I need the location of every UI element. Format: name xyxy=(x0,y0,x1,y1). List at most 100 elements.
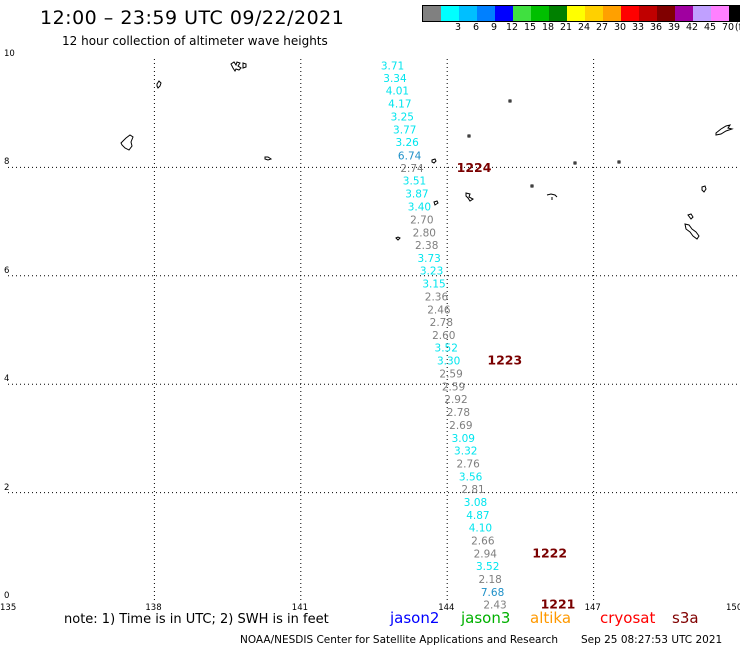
swh-value: 3.23 xyxy=(420,265,443,277)
swh-value: 2.60 xyxy=(432,330,455,342)
legend-swatch xyxy=(495,6,513,21)
legend-tick-label: 70 xyxy=(721,22,735,33)
satellite-legend-s3a: s3a xyxy=(672,609,699,627)
swh-value: 4.87 xyxy=(466,510,489,522)
longitude-label: 135 xyxy=(0,603,17,613)
swh-value: 2.59 xyxy=(442,381,465,393)
legend-tick-label: 9 xyxy=(490,22,498,33)
swh-value: 2.69 xyxy=(449,420,472,432)
swh-value: 3.52 xyxy=(435,342,458,354)
legend-swatch xyxy=(639,6,657,21)
legend-swatch xyxy=(675,6,693,21)
page-subtitle: 12 hour collection of altimeter wave hei… xyxy=(62,34,328,48)
legend-tick-label: 18 xyxy=(541,22,555,33)
island-outline xyxy=(508,99,512,103)
longitude-label: 147 xyxy=(584,603,601,613)
wave-observations: 3.713.344.014.173.253.773.266.742.743.51… xyxy=(381,61,507,612)
credit-line: NOAA/NESDIS Center for Satellite Applica… xyxy=(240,634,558,646)
legend-swatch xyxy=(459,6,477,21)
island-outline xyxy=(573,161,577,165)
legend-swatch xyxy=(423,6,441,21)
island-outline xyxy=(230,61,247,72)
swh-value: 2.78 xyxy=(430,317,453,329)
legend-tick-label: 21 xyxy=(559,22,573,33)
swh-value: 2.74 xyxy=(400,163,424,175)
swh-value: 2.70 xyxy=(410,214,433,226)
swh-value: 2.94 xyxy=(474,548,498,560)
legend-swatch xyxy=(567,6,585,21)
swh-value: 3.09 xyxy=(452,433,475,445)
pass-time-label: 1222 xyxy=(532,545,567,560)
swh-value: 3.51 xyxy=(403,175,426,187)
swh-value: 2.18 xyxy=(478,574,501,586)
swh-value: 2.66 xyxy=(471,535,495,547)
legend-tick-label: 39 xyxy=(667,22,681,33)
island-outline xyxy=(701,185,707,193)
pass-time-label: 1223 xyxy=(487,352,522,367)
island-outline xyxy=(465,192,474,202)
legend-tick-label: 6 xyxy=(472,22,480,33)
legend-tick-label: 12 xyxy=(505,22,519,33)
swh-value: 3.25 xyxy=(391,111,414,123)
longitude-label: 141 xyxy=(291,603,309,613)
pass-time-label: 1224 xyxy=(457,160,492,175)
satellite-legend-jason2: jason2 xyxy=(390,609,440,627)
latitude-label: 2 xyxy=(4,482,10,493)
latitude-label: 8 xyxy=(4,157,10,168)
color-scale-legend xyxy=(422,5,740,22)
swh-value: 4.01 xyxy=(386,85,409,97)
legend-swatch xyxy=(549,6,567,21)
pass-time-labels: 1224 1223 1222 1221 xyxy=(457,160,576,611)
swh-value: 3.56 xyxy=(459,471,483,483)
legend-tick-label: 36 xyxy=(649,22,663,33)
lat-lon-grid xyxy=(8,59,740,601)
legend-unit-label: (ft) xyxy=(734,22,740,33)
legend-tick-label: 30 xyxy=(613,22,627,33)
swh-value: 6.74 xyxy=(398,150,422,162)
page-title: 12:00 – 23:59 UTC 09/22/2021 xyxy=(40,7,345,29)
swh-value: 3.40 xyxy=(408,201,431,213)
latitude-label: 10 xyxy=(4,49,15,59)
satellite-legend-jason3: jason3 xyxy=(461,609,511,627)
legend-swatch xyxy=(531,6,549,21)
swh-value: 2.46 xyxy=(427,304,451,316)
swh-value: 2.38 xyxy=(415,240,438,252)
swh-value: 2.36 xyxy=(425,291,449,303)
swh-value: 3.34 xyxy=(383,73,407,85)
swh-value: 3.73 xyxy=(417,253,440,265)
swh-value: 2.78 xyxy=(447,407,470,419)
longitude-label: 150 xyxy=(726,603,740,613)
legend-tick-label: 3 xyxy=(454,22,462,33)
swh-value: 2.59 xyxy=(439,368,462,380)
legend-tick-label: 24 xyxy=(577,22,591,33)
legend-tick-label: 27 xyxy=(595,22,609,33)
swh-value: 7.68 xyxy=(481,587,504,599)
legend-tick-label: 42 xyxy=(685,22,699,33)
pass-time-label: 1221 xyxy=(541,596,576,611)
legend-swatch xyxy=(693,6,711,21)
island-outlines xyxy=(120,61,734,241)
latitude-label: 4 xyxy=(4,374,10,385)
swh-value: 4.10 xyxy=(469,522,492,534)
latitude-label: 6 xyxy=(4,265,10,276)
legend-swatch xyxy=(603,6,621,21)
swh-value: 3.26 xyxy=(395,137,419,149)
swh-value: 3.87 xyxy=(405,188,428,200)
island-outline xyxy=(120,134,134,151)
latitude-label: 0 xyxy=(4,591,10,601)
swh-value: 2.43 xyxy=(483,599,506,611)
swh-value: 2.76 xyxy=(456,458,480,470)
legend-swatch xyxy=(477,6,495,21)
swh-value: 3.77 xyxy=(393,124,416,136)
island-outline xyxy=(433,200,439,206)
island-outline xyxy=(530,184,534,188)
island-outline xyxy=(431,158,437,164)
swh-value: 4.17 xyxy=(388,98,411,110)
island-outline xyxy=(617,160,621,164)
legend-swatch xyxy=(585,6,603,21)
island-outline xyxy=(715,124,734,136)
legend-tick-label: 45 xyxy=(703,22,717,33)
swh-value: 2.80 xyxy=(413,227,436,239)
